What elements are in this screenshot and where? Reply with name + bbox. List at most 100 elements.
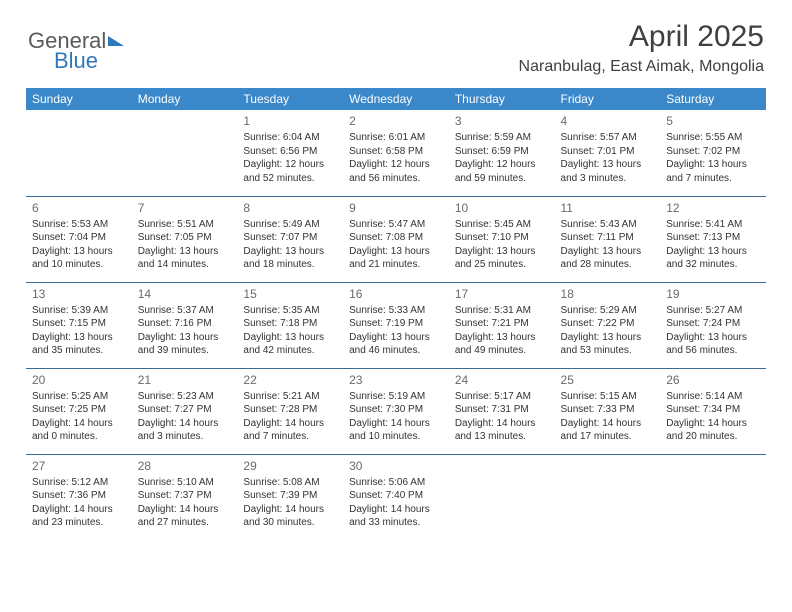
daylight-line: Daylight: 13 hours and 35 minutes. <box>32 331 126 358</box>
title-block: April 2025 Naranbulag, East Aimak, Mongo… <box>519 20 764 76</box>
day-number: 7 <box>138 200 232 216</box>
sunrise-line: Sunrise: 5:41 AM <box>666 218 760 232</box>
sunrise-line: Sunrise: 5:53 AM <box>32 218 126 232</box>
calendar-day-cell: 11 Sunrise: 5:43 AMSunset: 7:11 PMDayligh… <box>555 196 661 282</box>
logo: General Blue <box>28 28 124 74</box>
day-number: 8 <box>243 200 337 216</box>
daylight-line: Daylight: 13 hours and 18 minutes. <box>243 245 337 272</box>
sunset-line: Sunset: 7:37 PM <box>138 489 232 503</box>
daylight-line: Daylight: 14 hours and 13 minutes. <box>455 417 549 444</box>
day-number: 2 <box>349 113 443 129</box>
sunset-line: Sunset: 7:10 PM <box>455 231 549 245</box>
day-number: 26 <box>666 372 760 388</box>
calendar-week-row: 6Sunrise: 5:53 AMSunset: 7:04 PMDaylight… <box>26 196 766 282</box>
sunset-line: Sunset: 7:22 PM <box>561 317 655 331</box>
day-number: 17 <box>455 286 549 302</box>
calendar-empty-cell <box>26 110 132 196</box>
calendar-day-cell: 4Sunrise: 5:57 AMSunset: 7:01 PMDaylight… <box>555 110 661 196</box>
calendar-day-cell: 3Sunrise: 5:59 AMSunset: 6:59 PMDaylight… <box>449 110 555 196</box>
daylight-line: Daylight: 14 hours and 7 minutes. <box>243 417 337 444</box>
daylight-line: Daylight: 13 hours and 42 minutes. <box>243 331 337 358</box>
sunrise-line: Sunrise: 5:35 AM <box>243 304 337 318</box>
sunrise-line: Sunrise: 5:55 AM <box>666 131 760 145</box>
weekday-header: Friday <box>555 88 661 110</box>
daylight-line: Daylight: 13 hours and 21 minutes. <box>349 245 443 272</box>
sunrise-line: Sunrise: 5:10 AM <box>138 476 232 490</box>
sunrise-line: Sunrise: 5:51 AM <box>138 218 232 232</box>
day-number: 19 <box>666 286 760 302</box>
daylight-line: Daylight: 12 hours and 56 minutes. <box>349 158 443 185</box>
sunset-line: Sunset: 7:30 PM <box>349 403 443 417</box>
sunrise-line: Sunrise: 5:31 AM <box>455 304 549 318</box>
sunrise-line: Sunrise: 5:57 AM <box>561 131 655 145</box>
calendar-day-cell: 29Sunrise: 5:08 AMSunset: 7:39 PMDayligh… <box>237 454 343 540</box>
calendar-day-cell: 15Sunrise: 5:35 AMSunset: 7:18 PMDayligh… <box>237 282 343 368</box>
sunrise-line: Sunrise: 5:15 AM <box>561 390 655 404</box>
sunset-line: Sunset: 7:19 PM <box>349 317 443 331</box>
daylight-line: Daylight: 13 hours and 10 minutes. <box>32 245 126 272</box>
logo-word2: Blue <box>54 48 124 74</box>
sunrise-line: Sunrise: 5:33 AM <box>349 304 443 318</box>
calendar-day-cell: 26Sunrise: 5:14 AMSunset: 7:34 PMDayligh… <box>660 368 766 454</box>
daylight-line: Daylight: 14 hours and 27 minutes. <box>138 503 232 530</box>
calendar-day-cell: 24Sunrise: 5:17 AMSunset: 7:31 PMDayligh… <box>449 368 555 454</box>
calendar-day-cell: 8Sunrise: 5:49 AMSunset: 7:07 PMDaylight… <box>237 196 343 282</box>
sunset-line: Sunset: 7:36 PM <box>32 489 126 503</box>
calendar-week-row: 20Sunrise: 5:25 AMSunset: 7:25 PMDayligh… <box>26 368 766 454</box>
sunrise-line: Sunrise: 6:04 AM <box>243 131 337 145</box>
daylight-line: Daylight: 13 hours and 28 minutes. <box>561 245 655 272</box>
weekday-header: Monday <box>132 88 238 110</box>
logo-triangle-icon <box>108 36 124 46</box>
calendar-empty-cell <box>449 454 555 540</box>
daylight-line: Daylight: 13 hours and 7 minutes. <box>666 158 760 185</box>
sunrise-line: Sunrise: 5:27 AM <box>666 304 760 318</box>
weekday-header: Wednesday <box>343 88 449 110</box>
calendar-table: SundayMondayTuesdayWednesdayThursdayFrid… <box>26 88 766 540</box>
sunset-line: Sunset: 6:59 PM <box>455 145 549 159</box>
sunset-line: Sunset: 7:07 PM <box>243 231 337 245</box>
day-number: 27 <box>32 458 126 474</box>
daylight-line: Daylight: 14 hours and 30 minutes. <box>243 503 337 530</box>
day-number: 24 <box>455 372 549 388</box>
sunrise-line: Sunrise: 5:43 AM <box>561 218 655 232</box>
sunrise-line: Sunrise: 5:21 AM <box>243 390 337 404</box>
calendar-day-cell: 13Sunrise: 5:39 AMSunset: 7:15 PMDayligh… <box>26 282 132 368</box>
day-number: 20 <box>32 372 126 388</box>
daylight-line: Daylight: 14 hours and 20 minutes. <box>666 417 760 444</box>
daylight-line: Daylight: 14 hours and 23 minutes. <box>32 503 126 530</box>
sunset-line: Sunset: 7:15 PM <box>32 317 126 331</box>
day-number: 28 <box>138 458 232 474</box>
calendar-day-cell: 6Sunrise: 5:53 AMSunset: 7:04 PMDaylight… <box>26 196 132 282</box>
daylight-line: Daylight: 13 hours and 49 minutes. <box>455 331 549 358</box>
sunset-line: Sunset: 6:56 PM <box>243 145 337 159</box>
weekday-header-row: SundayMondayTuesdayWednesdayThursdayFrid… <box>26 88 766 110</box>
sunset-line: Sunset: 7:04 PM <box>32 231 126 245</box>
sunset-line: Sunset: 6:58 PM <box>349 145 443 159</box>
day-number: 29 <box>243 458 337 474</box>
daylight-line: Daylight: 13 hours and 32 minutes. <box>666 245 760 272</box>
sunset-line: Sunset: 7:01 PM <box>561 145 655 159</box>
sunrise-line: Sunrise: 5:19 AM <box>349 390 443 404</box>
location-subtitle: Naranbulag, East Aimak, Mongolia <box>519 58 764 76</box>
calendar-day-cell: 9Sunrise: 5:47 AMSunset: 7:08 PMDaylight… <box>343 196 449 282</box>
calendar-day-cell: 10Sunrise: 5:45 AMSunset: 7:10 PMDayligh… <box>449 196 555 282</box>
sunset-line: Sunset: 7:28 PM <box>243 403 337 417</box>
day-number: 11 <box>561 200 655 216</box>
sunset-line: Sunset: 7:16 PM <box>138 317 232 331</box>
sunset-line: Sunset: 7:11 PM <box>561 231 655 245</box>
sunrise-line: Sunrise: 5:12 AM <box>32 476 126 490</box>
sunset-line: Sunset: 7:18 PM <box>243 317 337 331</box>
daylight-line: Daylight: 14 hours and 0 minutes. <box>32 417 126 444</box>
daylight-line: Daylight: 13 hours and 56 minutes. <box>666 331 760 358</box>
calendar-day-cell: 1Sunrise: 6:04 AMSunset: 6:56 PMDaylight… <box>237 110 343 196</box>
calendar-day-cell: 19Sunrise: 5:27 AMSunset: 7:24 PMDayligh… <box>660 282 766 368</box>
calendar-day-cell: 30Sunrise: 5:06 AMSunset: 7:40 PMDayligh… <box>343 454 449 540</box>
calendar-day-cell: 23Sunrise: 5:19 AMSunset: 7:30 PMDayligh… <box>343 368 449 454</box>
daylight-line: Daylight: 13 hours and 39 minutes. <box>138 331 232 358</box>
sunset-line: Sunset: 7:05 PM <box>138 231 232 245</box>
daylight-line: Daylight: 14 hours and 33 minutes. <box>349 503 443 530</box>
daylight-line: Daylight: 13 hours and 53 minutes. <box>561 331 655 358</box>
sunrise-line: Sunrise: 5:23 AM <box>138 390 232 404</box>
page-title: April 2025 <box>519 20 764 54</box>
day-number: 3 <box>455 113 549 129</box>
